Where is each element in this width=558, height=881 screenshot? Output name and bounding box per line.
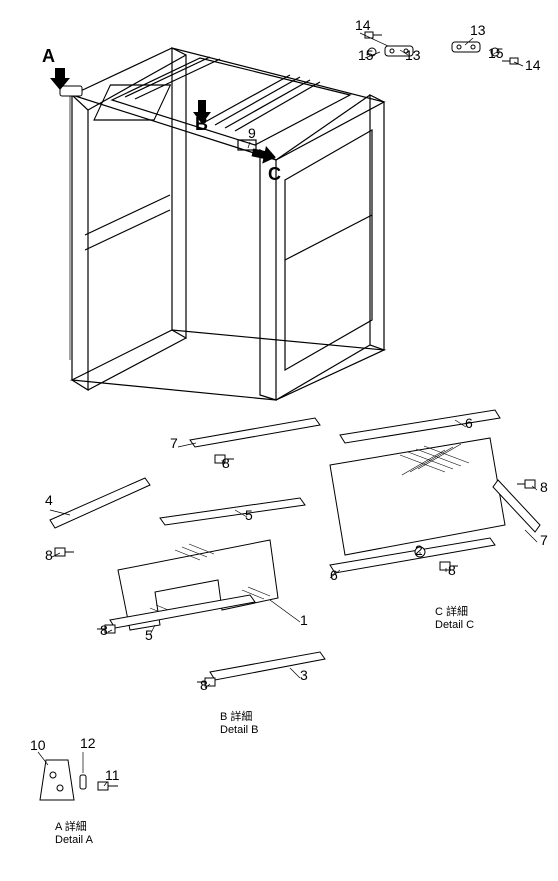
section-label-A: A [42, 46, 55, 66]
detail-A-cn: A 詳細 [55, 819, 87, 833]
callout-9: 9 [248, 125, 256, 141]
callout-5: 5 [245, 507, 253, 523]
hinge-plate-13b [452, 42, 480, 52]
callout-7: 7 [540, 532, 548, 548]
callout-2: 2 [415, 542, 423, 558]
callout-11: 11 [105, 767, 120, 783]
section-label-B: B [195, 114, 208, 134]
callout-8: 8 [222, 455, 230, 471]
callout-12: 12 [80, 735, 96, 751]
cab-frame [70, 48, 384, 400]
callout-14: 14 [355, 17, 371, 33]
callout-4: 4 [45, 492, 53, 508]
hinge-A [60, 86, 82, 96]
callout-7: 7 [170, 435, 178, 451]
callout-6: 6 [330, 567, 338, 583]
section-label-C: C [268, 164, 281, 184]
callout-13: 13 [405, 47, 421, 63]
detail-A-en: Detail A [55, 834, 94, 846]
callout-15: 15 [488, 45, 504, 61]
diagram-canvas: A B C 14 15 13 13 15 14 9 7 8 6 8 4 8 5 … [0, 0, 558, 881]
leaders [38, 33, 537, 786]
detail-C-cn: C 詳細 [435, 604, 468, 618]
callout-13: 13 [470, 22, 486, 38]
callout-8: 8 [200, 677, 208, 693]
callout-3: 3 [300, 667, 308, 683]
arrow-C [251, 144, 278, 167]
callout-8: 8 [448, 562, 456, 578]
bolt-14b [502, 58, 518, 64]
callout-5: 5 [145, 627, 153, 643]
callout-10: 10 [30, 737, 46, 753]
callout-8: 8 [100, 622, 108, 638]
callout-8: 8 [540, 479, 548, 495]
detail-B-group [50, 418, 325, 686]
detail-B-en: Detail B [220, 724, 259, 736]
callout-8: 8 [45, 547, 53, 563]
callout-6: 6 [465, 415, 473, 431]
detail-C-en: Detail C [435, 619, 474, 631]
callout-14: 14 [525, 57, 541, 73]
callout-1: 1 [300, 612, 308, 628]
detail-C-group [330, 410, 540, 573]
detail-B-cn: B 詳細 [220, 709, 252, 723]
callout-15: 15 [358, 47, 374, 63]
